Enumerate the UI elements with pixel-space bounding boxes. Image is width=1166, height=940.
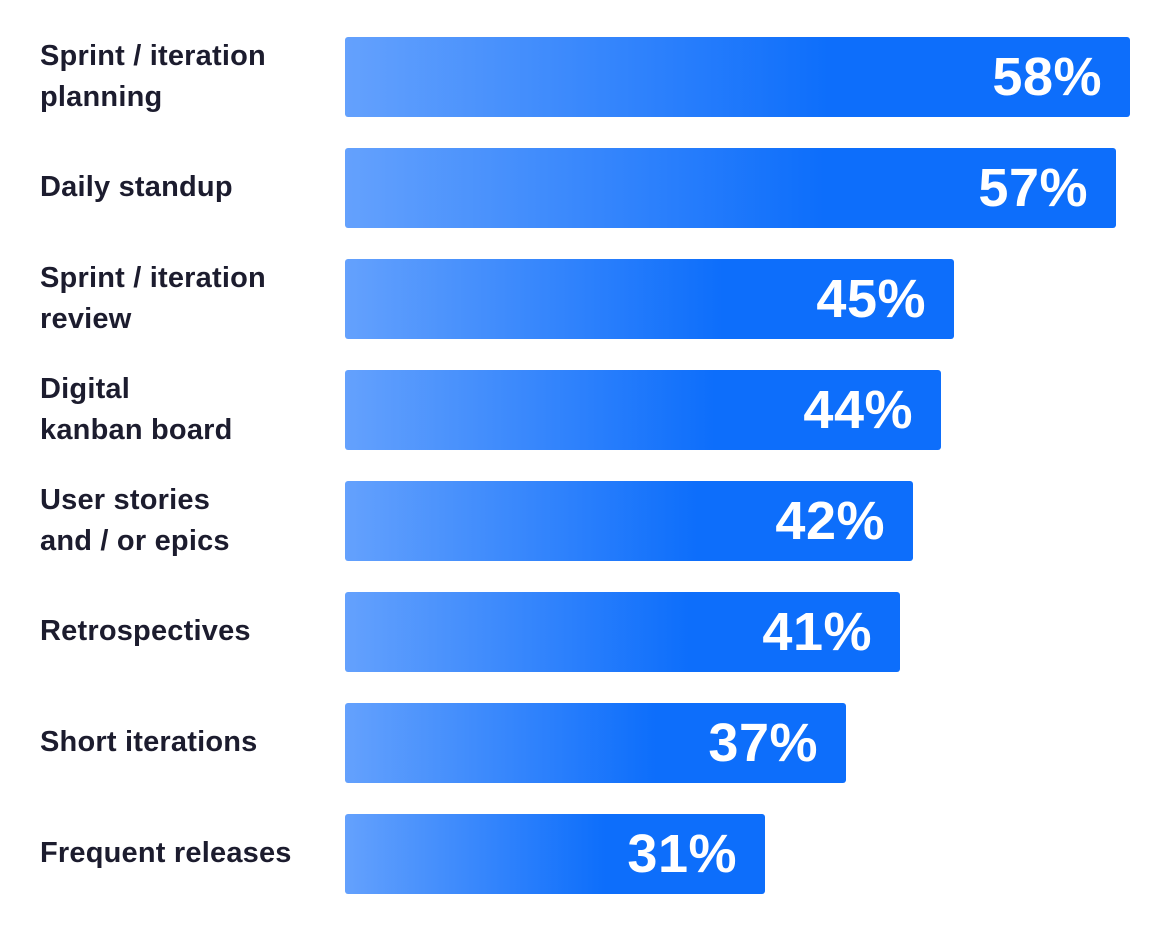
value-label: 41% (762, 602, 872, 662)
category-label: Retrospectives (40, 615, 251, 648)
bar-row: Short iterations 37% (0, 703, 1166, 783)
bar-row: Sprint / iteration review 45% (0, 259, 1166, 339)
bar: 45% (345, 259, 954, 339)
value-label: 42% (775, 491, 885, 551)
category-label: User stories and / or epics (40, 483, 230, 557)
bar: 42% (345, 481, 913, 561)
value-label: 45% (816, 269, 926, 329)
bar-row: Retrospectives 41% (0, 592, 1166, 672)
category-label: Digital kanban board (40, 372, 233, 446)
category-label: Daily standup (40, 171, 233, 204)
category-label: Sprint / iteration review (40, 261, 266, 335)
value-label: 44% (803, 380, 913, 440)
bar-row: Daily standup 57% (0, 148, 1166, 228)
category-label: Frequent releases (40, 837, 292, 870)
value-label: 58% (992, 47, 1102, 107)
bar: 57% (345, 148, 1116, 228)
bar-row: Digital kanban board 44% (0, 370, 1166, 450)
bar: 44% (345, 370, 941, 450)
bar-row: Frequent releases 31% (0, 814, 1166, 894)
value-label: 37% (708, 713, 818, 773)
bar: 31% (345, 814, 765, 894)
bar: 41% (345, 592, 900, 672)
category-label: Sprint / iteration planning (40, 39, 266, 113)
bar-row: User stories and / or epics 42% (0, 481, 1166, 561)
value-label: 31% (627, 824, 737, 884)
category-label: Short iterations (40, 726, 258, 759)
bar-row: Sprint / iteration planning 58% (0, 37, 1166, 117)
bar: 37% (345, 703, 846, 783)
value-label: 57% (978, 158, 1088, 218)
bar: 58% (345, 37, 1130, 117)
